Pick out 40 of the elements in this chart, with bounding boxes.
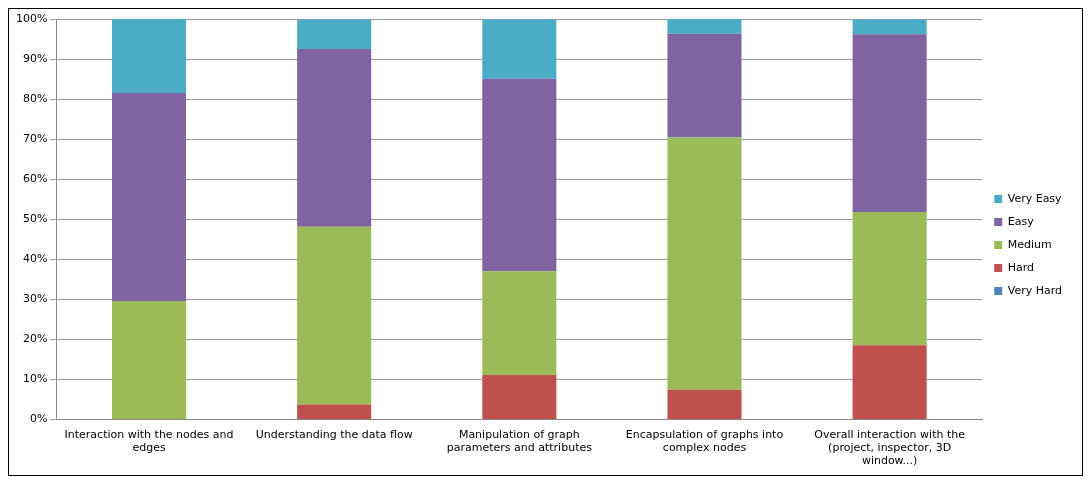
y-tick-label: 30% [22, 292, 48, 306]
bar [297, 19, 372, 50]
x-tick-label: Encapsulation of graphs into complex nodes [625, 427, 784, 455]
y-tick-label: 10% [22, 372, 48, 386]
bar [852, 34, 927, 212]
bar [111, 300, 187, 419]
legend-label: Medium [1007, 237, 1052, 251]
bar [482, 78, 557, 272]
bar [482, 271, 557, 375]
bar [111, 19, 187, 94]
legend-label: Very Easy [1007, 191, 1063, 205]
y-tick-label: 60% [22, 172, 48, 186]
y-tick-label: 100% [15, 11, 48, 25]
bar [667, 137, 742, 390]
bar [297, 49, 372, 227]
bar [852, 211, 927, 346]
bar [482, 374, 557, 419]
x-tick-label: Overall interaction with the (project, inspector, 3D window...) [814, 427, 966, 468]
x-tick-label: Interaction with the nodes and edges [64, 427, 234, 455]
legend-label: Easy [1007, 214, 1035, 228]
bar [852, 345, 927, 419]
bar [667, 33, 742, 138]
x-tick-label: Manipulation of graph parameters and attributes [446, 427, 593, 455]
legend-label: Very Hard [1007, 283, 1063, 297]
x-tick-label: Understanding the data flow [255, 427, 413, 441]
y-tick-label: 50% [22, 212, 48, 226]
bar [111, 93, 187, 301]
legend-label: Hard [1007, 260, 1035, 274]
y-tick-label: 40% [22, 252, 48, 266]
bar [667, 389, 742, 419]
y-tick-label: 80% [22, 91, 48, 105]
y-tick-label: 90% [22, 51, 48, 65]
y-tick-label: 20% [22, 332, 48, 346]
bar [297, 226, 372, 405]
bar [852, 19, 927, 35]
y-tick-label: 70% [22, 131, 48, 145]
bar [667, 19, 742, 34]
bar [297, 404, 372, 419]
bar [482, 19, 557, 79]
y-tick-label: 0% [29, 412, 48, 426]
